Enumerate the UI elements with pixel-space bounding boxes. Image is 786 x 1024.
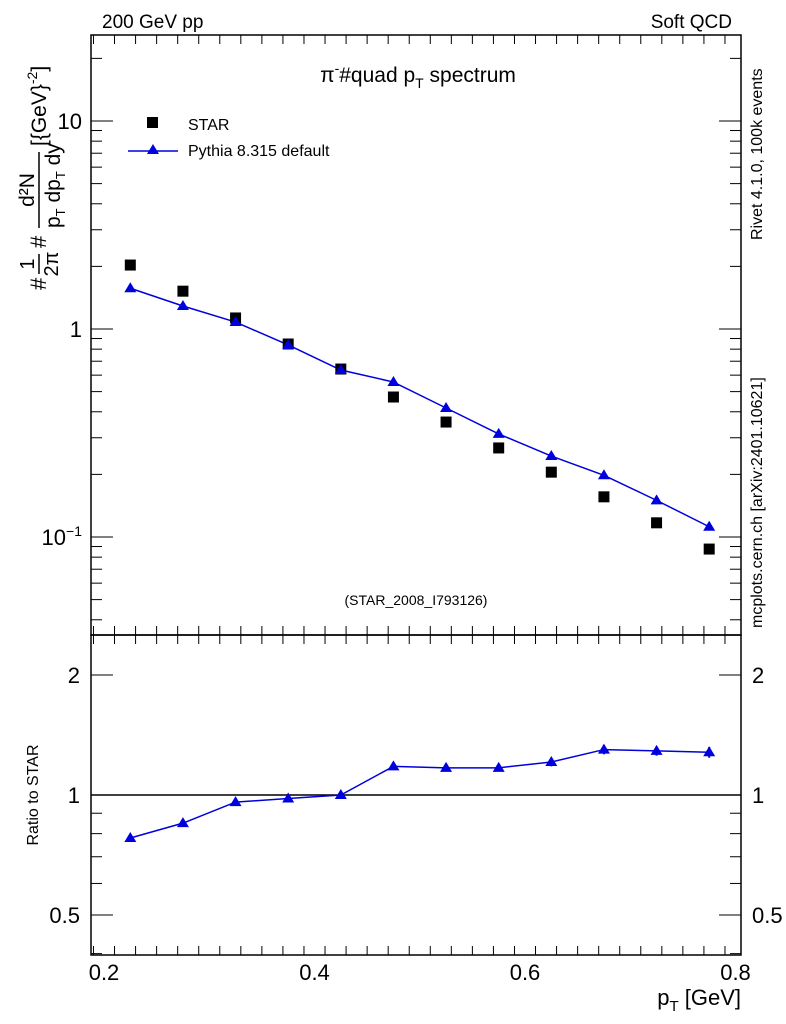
pythia-point [229, 316, 242, 327]
pythia-point [650, 494, 663, 505]
ylabel-den2-p: p [42, 216, 65, 228]
title-mid: #quad p [339, 64, 415, 87]
ylabel-den2: pT dpT dy [42, 143, 68, 228]
ylabel-unit-base: [{GeV} [28, 84, 51, 146]
y-tick-label: 1 [70, 317, 82, 342]
ylabel-hash: # [26, 277, 51, 290]
ratio-line [130, 748, 710, 839]
x-tick-label: 0.8 [720, 960, 751, 985]
analysis-id: (STAR_2008_I793126) [345, 592, 488, 608]
ylabel-den2-sub2: T [53, 171, 68, 179]
ratio-point [545, 755, 558, 766]
pythia-line [130, 287, 710, 528]
pythia-point [597, 469, 610, 480]
star-point [598, 491, 610, 503]
star-point [545, 466, 557, 478]
mcplots-label: mcplots.cern.ch [arXiv:2401.10621] [749, 377, 766, 628]
xlabel-p: p [657, 985, 669, 1010]
title-pi: π [320, 64, 335, 87]
ratio-point [124, 832, 137, 843]
legend-pythia-marker [147, 144, 159, 154]
ratio-y-label: Ratio to STAR [25, 744, 42, 845]
ratio-point [387, 760, 400, 771]
title-post: spectrum [424, 64, 516, 87]
legend-pythia-label: Pythia 8.315 default [188, 143, 330, 160]
ratio-point [334, 789, 347, 799]
ylabel-den2-sub: T [53, 208, 68, 216]
rivet-label: Rivet 4.1.0, 100k events [749, 68, 766, 240]
x-tick-label: 0.4 [299, 960, 330, 985]
ylabel-hash2: # [26, 235, 51, 248]
ratio-y-tick-label-right: 0.5 [752, 903, 783, 928]
pythia-point [440, 402, 453, 413]
ratio-point [176, 817, 189, 828]
x-tick-label: 0.2 [89, 960, 120, 985]
y-tick-label-exp: −1 [66, 523, 82, 539]
ylabel-den2-dp: dp [42, 179, 65, 208]
ylabel-den2-dy: dy [42, 143, 65, 172]
y-tick-label-base: 10 [58, 109, 82, 134]
pythia-point [703, 520, 716, 531]
star-point [493, 442, 505, 454]
y-tick-label: 10−1 [42, 523, 83, 550]
header-left: 200 GeV pp [102, 12, 203, 33]
pythia-point [282, 338, 295, 349]
ylabel-unit: [{GeV}-2] [24, 66, 51, 146]
star-point [703, 543, 715, 555]
ylabel-den1: 2π [41, 252, 63, 277]
star-point [177, 285, 189, 297]
ratio-y-tick-label: 1 [68, 783, 80, 808]
ratio-point [492, 761, 505, 772]
star-point [651, 517, 663, 529]
pythia-point [176, 299, 189, 310]
ratio-y-tick-label-right: 2 [752, 663, 764, 688]
ratio-point [440, 761, 453, 772]
title-sup: - [335, 60, 340, 76]
xlabel-unit: [GeV] [679, 985, 741, 1010]
pythia-point [545, 450, 558, 461]
ylabel-num2: d²N [16, 173, 39, 207]
title-sub: T [415, 75, 424, 91]
y-tick-label-base: 1 [70, 317, 82, 342]
legend-star-label: STAR [188, 117, 229, 134]
xlabel-sub: T [669, 998, 678, 1015]
pythia-point [387, 376, 400, 387]
ratio-y-tick-label-right: 1 [752, 783, 764, 808]
pythia-point [124, 282, 137, 293]
ylabel-num1: 1 [17, 258, 39, 269]
chart-title: π-#quad pT spectrum [320, 60, 516, 91]
x-tick-label: 0.6 [510, 960, 541, 985]
x-axis-label: pT [GeV] [657, 985, 741, 1015]
ylabel-unit-end: ] [28, 66, 51, 72]
ratio-point [703, 746, 716, 757]
ratio-point [597, 743, 610, 754]
ratio-point [650, 744, 663, 755]
pythia-point [492, 427, 505, 438]
ratio-y-tick-label: 2 [68, 663, 80, 688]
ratio-y-tick-label: 0.5 [49, 903, 80, 928]
star-point [124, 259, 136, 271]
y-tick-label: 10 [58, 109, 82, 134]
ratio-point [282, 792, 295, 803]
pythia-point [334, 364, 347, 375]
star-point [440, 416, 452, 428]
ratio-point [229, 796, 242, 807]
header-right: Soft QCD [651, 12, 732, 33]
legend-star-marker [147, 117, 158, 128]
ylabel-unit-sup: -2 [24, 71, 40, 84]
y-tick-label-base: 10 [42, 525, 66, 550]
star-point [387, 391, 399, 403]
